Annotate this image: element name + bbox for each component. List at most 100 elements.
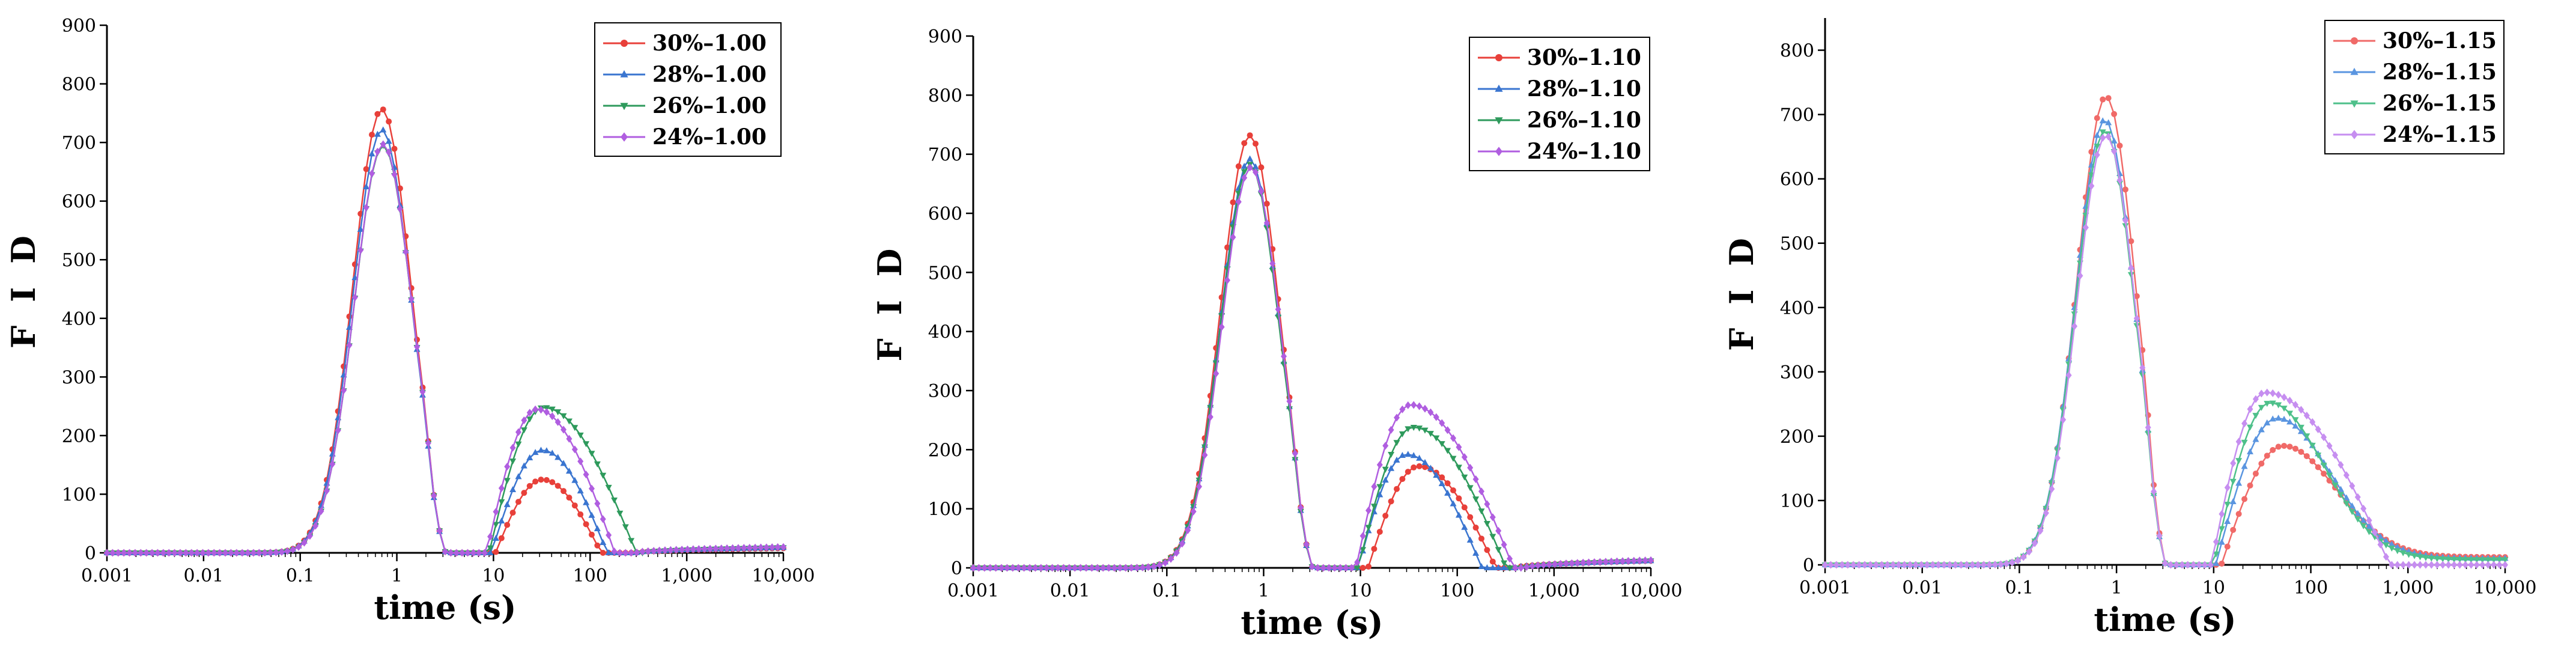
data-point: [2354, 493, 2361, 501]
series-line: [107, 108, 784, 554]
data-point: [1484, 547, 1490, 553]
data-point: [2235, 458, 2243, 465]
data-point: [1501, 560, 1508, 567]
data-point: [2394, 561, 2401, 569]
data-point: [2071, 322, 2078, 330]
data-point: [2383, 542, 2390, 549]
series-line: [973, 163, 1651, 569]
data-point: [414, 343, 421, 351]
data-point: [628, 549, 634, 557]
data-point: [2230, 459, 2237, 468]
data-point: [301, 538, 308, 547]
data-point: [554, 409, 562, 416]
data-point: [987, 564, 994, 572]
data-point: [2281, 393, 2288, 401]
data-point: [1371, 483, 1378, 491]
data-point: [2270, 446, 2276, 453]
data-point: [2190, 561, 2197, 569]
series-line: [1825, 135, 2505, 566]
data-point: [1134, 564, 1140, 572]
data-point: [487, 545, 494, 552]
data-point: [278, 547, 285, 556]
legend-marker: [2351, 130, 2358, 139]
data-point: [2286, 443, 2293, 450]
data-point: [1569, 559, 1575, 567]
data-point: [532, 449, 539, 455]
data-point: [2315, 464, 2321, 471]
data-point: [2100, 133, 2106, 142]
data-point: [1263, 200, 1270, 207]
data-point: [166, 549, 172, 557]
data-point: [2224, 483, 2231, 492]
legend-label: 28%–1.10: [1527, 76, 1641, 102]
data-point: [1394, 486, 1400, 492]
y-tick-label: 900: [928, 26, 962, 47]
data-point: [487, 532, 494, 541]
data-point: [2428, 555, 2435, 562]
data-point: [2230, 526, 2237, 533]
data-point: [2054, 454, 2061, 462]
y-tick-label: 300: [928, 381, 962, 402]
data-point: [1111, 564, 1117, 572]
data-point: [2281, 442, 2288, 449]
legend-label: 26%–1.10: [1527, 108, 1641, 133]
data-point: [2343, 494, 2350, 501]
data-point: [2065, 371, 2072, 379]
data-point: [1574, 559, 1581, 567]
data-point: [1286, 397, 1293, 406]
data-point: [2405, 561, 2412, 569]
data-point: [2286, 410, 2294, 417]
data-point: [284, 547, 291, 555]
series-3: [103, 142, 787, 556]
data-point: [622, 549, 629, 557]
data-point: [2213, 559, 2220, 566]
series-4: [970, 163, 1654, 572]
data-point: [1461, 523, 1468, 530]
data-point: [1427, 465, 1434, 471]
data-point: [1969, 561, 1976, 569]
data-point: [2241, 439, 2248, 446]
data-point: [1027, 564, 1033, 572]
x-tick-label: 1,000: [661, 565, 712, 586]
data-point: [1410, 452, 1417, 458]
data-point: [583, 441, 590, 448]
y-axis-label: F I D: [1723, 232, 1761, 351]
data-point: [1422, 464, 1428, 471]
data-point: [1263, 225, 1271, 232]
data-point: [1833, 561, 1839, 569]
data-point: [183, 549, 189, 557]
data-point: [2292, 401, 2298, 409]
data-point: [2122, 216, 2128, 225]
data-point: [2207, 561, 2214, 569]
data-point: [560, 425, 567, 434]
data-point: [2202, 561, 2208, 569]
data-point: [1376, 460, 1383, 469]
data-point: [998, 564, 1004, 572]
data-point: [1963, 561, 1970, 569]
data-point: [1241, 140, 1248, 147]
data-point: [194, 549, 201, 557]
data-point: [594, 461, 601, 468]
data-point: [154, 549, 161, 557]
data-point: [606, 531, 612, 540]
data-point: [121, 549, 127, 557]
data-point: [588, 531, 595, 538]
data-point: [1827, 561, 1834, 569]
data-point: [1489, 534, 1496, 540]
series-3: [1821, 129, 2509, 568]
data-point: [2411, 553, 2418, 559]
data-point: [634, 548, 640, 556]
data-point: [1930, 561, 1936, 569]
data-point: [2179, 561, 2186, 569]
data-point: [1060, 564, 1067, 572]
data-point: [2252, 436, 2259, 442]
x-tick-label: 0.1: [286, 565, 315, 586]
data-point: [1895, 561, 1902, 569]
data-point: [2026, 547, 2032, 556]
data-point: [509, 486, 517, 493]
data-point: [1298, 504, 1304, 512]
data-point: [1467, 514, 1474, 520]
data-point: [2439, 556, 2446, 563]
data-point: [2473, 561, 2480, 569]
data-point: [616, 549, 623, 557]
